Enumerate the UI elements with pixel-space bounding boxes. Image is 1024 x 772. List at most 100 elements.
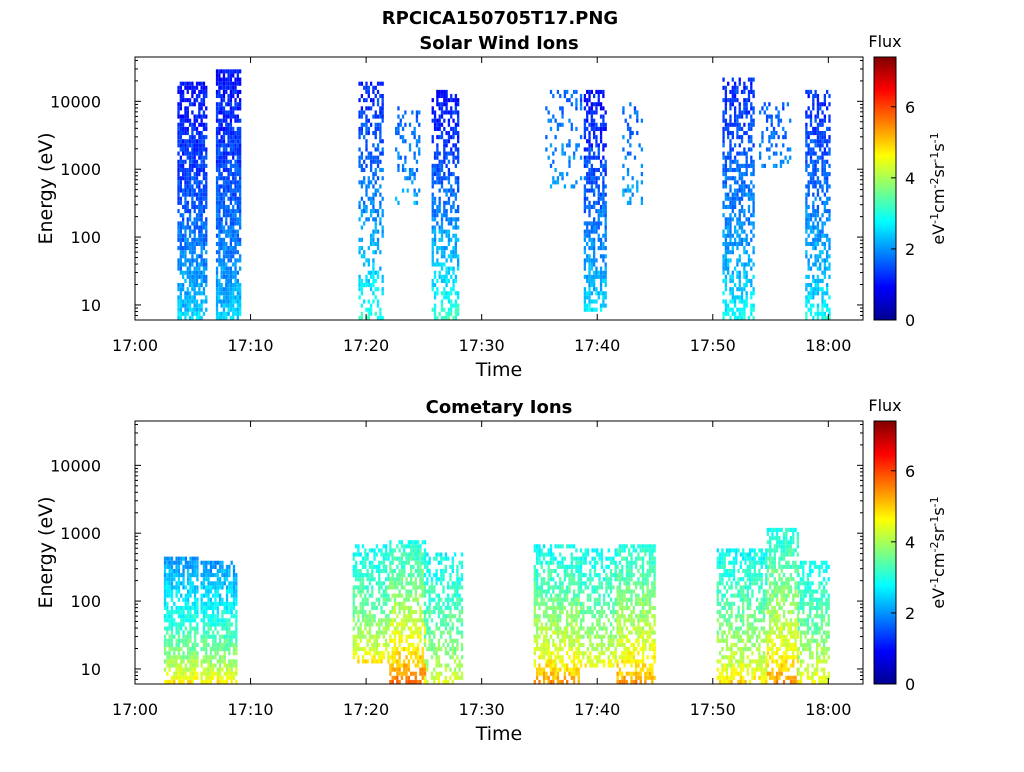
flux-cell [223,131,225,135]
flux-cell [224,655,226,659]
flux-cell [210,622,212,626]
flux-cell [725,164,727,168]
flux-cell [457,115,459,119]
flux-cell [375,312,377,316]
flux-cell [216,82,218,86]
flux-cell [442,622,444,626]
flux-cell [234,250,236,254]
flux-cell [436,213,438,217]
flux-cell [410,635,412,639]
flux-cell [184,168,186,172]
flux-cell [575,98,577,102]
flux-cell [441,180,443,184]
flux-cell [239,238,241,242]
flux-cell [358,279,360,283]
flux-cell [534,680,536,684]
flux-cell [375,189,377,193]
flux-cell [404,123,406,127]
flux-cell [196,651,198,655]
flux-cell [605,225,607,229]
flux-cell [448,110,450,114]
flux-cell [750,164,752,168]
flux-cell [203,156,205,160]
flux-cell [221,225,223,229]
flux-cell [741,299,743,303]
flux-cell [752,246,754,250]
flux-cell [207,606,209,610]
flux-cell [200,90,202,94]
flux-cell [192,676,194,680]
flux-cell [445,110,447,114]
flux-cell [405,647,407,651]
flux-cell [180,90,182,94]
flux-cell [187,565,189,569]
flux-cell [602,295,604,299]
flux-cell [805,221,807,225]
flux-cell [598,184,600,188]
flux-cell [218,131,220,135]
flux-cell [185,606,187,610]
flux-cell [824,209,826,213]
flux-cell [367,553,369,557]
flux-cell [212,614,214,618]
flux-cell [602,184,604,188]
flux-cell [200,275,202,279]
flux-cell [367,643,369,647]
flux-cell [239,139,241,143]
flux-cell [812,168,814,172]
flux-cell [452,557,454,561]
flux-cell [166,573,168,577]
flux-cell [221,221,223,225]
flux-cell [450,312,452,316]
flux-cell [584,275,586,279]
flux-cell [200,131,202,135]
flux-cell [593,258,595,262]
flux-cell [586,139,588,143]
flux-cell [429,598,431,602]
flux-cell [722,267,724,271]
flux-cell [602,271,604,275]
flux-cell [417,573,419,577]
flux-cell [439,312,441,316]
flux-cell [422,553,424,557]
flux-cell [182,152,184,156]
flux-cell [203,594,205,598]
flux-cell [221,668,223,672]
flux-cell [228,589,230,593]
flux-cell [182,271,184,275]
flux-cell [415,663,417,667]
flux-cell [217,647,219,651]
flux-cell [180,618,182,622]
flux-cell [817,287,819,291]
flux-cell [177,197,179,201]
flux-cell [171,577,173,581]
flux-cell [194,230,196,234]
flux-cell [237,291,239,295]
flux-cell [225,168,227,172]
flux-cell [447,651,449,655]
flux-cell [591,110,593,114]
flux-cell [180,299,182,303]
flux-cell [729,197,731,201]
flux-cell [173,672,175,676]
flux-cell [358,156,360,160]
flux-cell [191,246,193,250]
flux-cell [752,308,754,312]
flux-cell [736,316,738,320]
flux-cell [429,573,431,577]
flux-cell [189,639,191,643]
flux-cell [598,201,600,205]
flux-cell [371,565,373,569]
flux-cell [442,589,444,593]
flux-cell [538,668,540,672]
flux-cell [605,238,607,242]
flux-cell [182,639,184,643]
flux-cell [396,577,398,581]
flux-cell [605,221,607,225]
flux-cell [226,610,228,614]
flux-cell [394,659,396,663]
flux-cell [445,312,447,316]
flux-cell [828,102,830,106]
flux-cell [752,119,754,123]
flux-cell [821,291,823,295]
